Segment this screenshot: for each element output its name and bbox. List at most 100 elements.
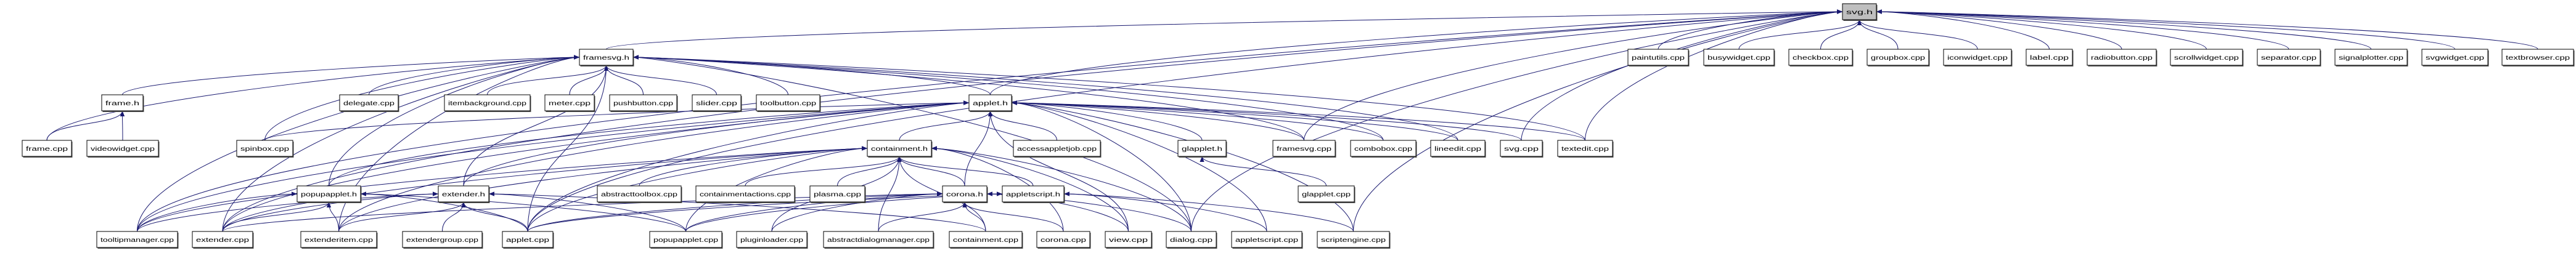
edge-abstracttoolbox-cpp-to-containment-h xyxy=(639,146,868,187)
node-toolbutton-cpp[interactable]: toolbutton.cpp xyxy=(756,94,821,112)
node-tooltipmanager-cpp[interactable]: tooltipmanager.cpp xyxy=(96,231,179,249)
node-frame-h[interactable]: frame.h xyxy=(101,94,144,112)
node-label: abstracttoolbox.cpp xyxy=(601,191,678,198)
node-box xyxy=(1557,140,1613,157)
node-label: dialog.cpp xyxy=(1170,237,1213,244)
node-box xyxy=(1350,140,1417,157)
node-label: separator.cpp xyxy=(2261,55,2317,62)
node-label: corona.cpp xyxy=(1041,237,1087,244)
node-box xyxy=(942,185,987,203)
node-box xyxy=(1627,49,1689,66)
node-box xyxy=(2421,49,2488,66)
node-svg-h[interactable]: svg.h xyxy=(1842,3,1878,21)
node-glapplet-h[interactable]: glapplet.h xyxy=(1177,140,1227,158)
node-box xyxy=(968,94,1012,111)
node-label-cpp[interactable]: label.cpp xyxy=(2026,49,2074,66)
node-dialog-cpp[interactable]: dialog.cpp xyxy=(1166,231,1217,249)
edge-applet-cpp-to-framesvg-h xyxy=(527,65,609,232)
node-meter-cpp[interactable]: meter.cpp xyxy=(544,94,595,112)
node-box xyxy=(1317,231,1390,248)
node-corona-h[interactable]: corona.h xyxy=(942,185,988,203)
node-label: paintutils.cpp xyxy=(1632,55,1685,62)
node-scrollwidget-cpp[interactable]: scrollwidget.cpp xyxy=(2170,49,2244,66)
node-corona-cpp[interactable]: corona.cpp xyxy=(1036,231,1091,249)
node-label: extenderitem.cpp xyxy=(305,237,374,244)
node-checkbox-cpp[interactable]: checkbox.cpp xyxy=(1788,49,1854,66)
edge-textedit-cpp-to-applet-h xyxy=(1011,100,1585,141)
node-label: pluginloader.cpp xyxy=(740,237,804,244)
node-box xyxy=(597,185,682,203)
node-appletscript-h[interactable]: appletscript.h xyxy=(1002,185,1065,203)
node-extender-cpp[interactable]: extender.cpp xyxy=(192,231,254,249)
node-label: signalplotter.cpp xyxy=(2339,55,2404,62)
node-box xyxy=(22,140,72,157)
node-extenderitem-cpp[interactable]: extenderitem.cpp xyxy=(300,231,378,249)
node-label: popupapplet.h xyxy=(301,191,357,198)
node-svg-cpp[interactable]: svg.cpp xyxy=(1500,140,1544,158)
node-containment-h[interactable]: containment.h xyxy=(867,140,933,158)
node-separator-cpp[interactable]: separator.cpp xyxy=(2257,49,2321,66)
node-frame-cpp[interactable]: frame.cpp xyxy=(22,140,73,158)
edge-popupapplet-cpp-to-containment-h xyxy=(685,146,868,232)
edge-scriptengine-cpp-to-svg-h xyxy=(1353,9,1843,232)
node-delegate-cpp[interactable]: delegate.cpp xyxy=(339,94,399,112)
node-box xyxy=(867,140,932,157)
node-label: framesvg.h xyxy=(583,55,629,62)
node-label: tooltipmanager.cpp xyxy=(100,237,174,244)
edge-groupbox-cpp-to-svg-h xyxy=(1857,19,1899,50)
node-textbrowser-cpp[interactable]: textbrowser.cpp xyxy=(2501,49,2575,66)
node-label: spinbox.cpp xyxy=(240,146,290,153)
node-box xyxy=(756,94,820,111)
node-framesvg-cpp[interactable]: framesvg.cpp xyxy=(1272,140,1336,158)
node-label: pushbutton.cpp xyxy=(613,100,674,107)
node-groupbox-cpp[interactable]: groupbox.cpp xyxy=(1867,49,1930,66)
node-abstracttoolbox-cpp[interactable]: abstracttoolbox.cpp xyxy=(597,185,682,203)
node-extender-h[interactable]: extender.h xyxy=(438,185,490,203)
edge-applet-cpp-to-corona-h xyxy=(527,191,943,232)
node-containmentactions-cpp[interactable]: containmentactions.cpp xyxy=(695,185,796,203)
node-pluginloader-cpp[interactable]: pluginloader.cpp xyxy=(736,231,808,249)
node-label: appletscript.h xyxy=(1006,191,1060,198)
node-busywidget-cpp[interactable]: busywidget.cpp xyxy=(1703,49,1775,66)
node-textedit-cpp[interactable]: textedit.cpp xyxy=(1557,140,1614,158)
edge-applet-cpp-to-popupapplet-h xyxy=(360,191,528,232)
edge-framesvg-cpp-to-framesvg-h xyxy=(632,55,1304,141)
node-iconwidget-cpp[interactable]: iconwidget.cpp xyxy=(1943,49,2013,66)
node-abstractdialogmanager-cpp[interactable]: abstractdialogmanager.cpp xyxy=(823,231,934,249)
node-slider-cpp[interactable]: slider.cpp xyxy=(692,94,742,112)
node-glapplet-cpp[interactable]: glapplet.cpp xyxy=(1298,185,1355,203)
node-view-cpp[interactable]: view.cpp xyxy=(1105,231,1153,249)
node-applet-h[interactable]: applet.h xyxy=(968,94,1013,112)
edge-appletscript-cpp-to-applet-h xyxy=(1011,100,1267,232)
node-popupapplet-cpp[interactable]: popupapplet.cpp xyxy=(649,231,723,249)
node-label: videowidget.cpp xyxy=(91,146,155,153)
edge-dialog-cpp-to-svg-h xyxy=(1191,9,1843,232)
node-pushbutton-cpp[interactable]: pushbutton.cpp xyxy=(609,94,678,112)
node-spinbox-cpp[interactable]: spinbox.cpp xyxy=(236,140,294,158)
node-box xyxy=(1500,140,1543,157)
node-scriptengine-cpp[interactable]: scriptengine.cpp xyxy=(1317,231,1391,249)
node-lineedit-cpp[interactable]: lineedit.cpp xyxy=(1430,140,1486,158)
node-applet-cpp[interactable]: applet.cpp xyxy=(502,231,554,249)
node-itembackground-cpp[interactable]: itembackground.cpp xyxy=(444,94,531,112)
node-plasma-cpp[interactable]: plasma.cpp xyxy=(809,185,866,203)
node-combobox-cpp[interactable]: combobox.cpp xyxy=(1350,140,1417,158)
edge-framesvg-cpp-to-svg-h xyxy=(1304,9,1843,141)
node-extendergroup-cpp[interactable]: extendergroup.cpp xyxy=(402,231,483,249)
node-popupapplet-h[interactable]: popupapplet.h xyxy=(296,185,362,203)
node-appletscript-cpp[interactable]: appletscript.cpp xyxy=(1231,231,1303,249)
node-accessappletjob-cpp[interactable]: accessappletjob.cpp xyxy=(1013,140,1102,158)
node-box xyxy=(695,185,795,203)
node-label: frame.h xyxy=(105,100,139,107)
node-label: extendergroup.cpp xyxy=(406,237,479,244)
node-paintutils-cpp[interactable]: paintutils.cpp xyxy=(1627,49,1690,66)
node-box xyxy=(949,231,1023,248)
node-radiobutton-cpp[interactable]: radiobutton.cpp xyxy=(2087,49,2157,66)
node-label: toolbutton.cpp xyxy=(760,100,817,107)
node-containment-cpp[interactable]: containment.cpp xyxy=(949,231,1023,249)
node-videowidget-cpp[interactable]: videowidget.cpp xyxy=(86,140,160,158)
node-signalplotter-cpp[interactable]: signalplotter.cpp xyxy=(2334,49,2408,66)
node-svgwidget-cpp[interactable]: svgwidget.cpp xyxy=(2421,49,2489,66)
node-framesvg-h[interactable]: framesvg.h xyxy=(579,49,634,66)
